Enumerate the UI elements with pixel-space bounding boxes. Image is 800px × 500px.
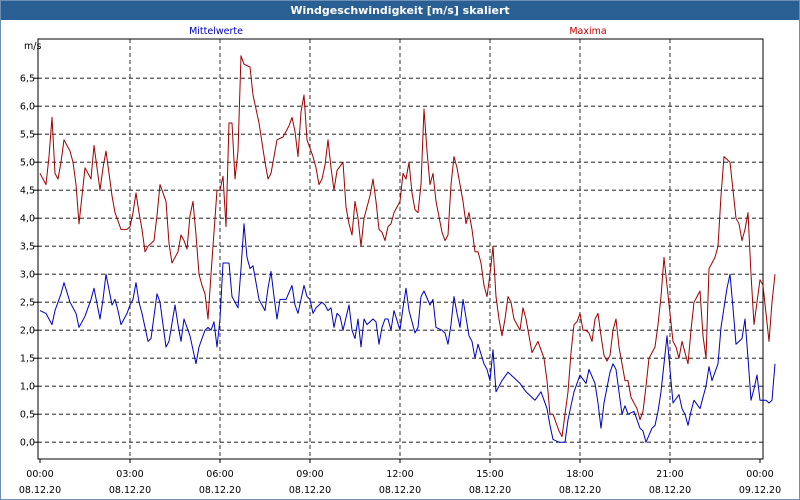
x-tick-time: 18:00 bbox=[566, 469, 593, 480]
x-tick-date: 08.12.20 bbox=[289, 485, 331, 496]
x-tick-time: 06:00 bbox=[206, 469, 233, 480]
x-tick-time: 00:00 bbox=[26, 469, 53, 480]
x-tick-date: 08.12.20 bbox=[109, 485, 151, 496]
y-tick-label: 3,0 bbox=[20, 270, 35, 281]
x-tick-date: 08.12.20 bbox=[649, 485, 691, 496]
x-tick-time: 03:00 bbox=[116, 469, 143, 480]
y-axis-unit: m/s bbox=[24, 41, 41, 52]
legend-mittelwerte: Mittelwerte bbox=[189, 26, 243, 37]
y-tick-label: 4,5 bbox=[20, 186, 35, 197]
grid-lines bbox=[38, 39, 763, 459]
y-tick-label: 0,5 bbox=[20, 410, 35, 421]
x-tick-date: 08.12.20 bbox=[379, 485, 421, 496]
plot-frame bbox=[37, 38, 764, 460]
y-tick-label: 0,0 bbox=[20, 438, 35, 449]
legend-maxima: Maxima bbox=[569, 26, 606, 37]
x-tick-time: 09:00 bbox=[296, 469, 323, 480]
y-tick-label: 1,0 bbox=[20, 382, 35, 393]
y-tick-label: 2,5 bbox=[20, 298, 35, 309]
x-tick-time: 00:00 bbox=[746, 469, 773, 480]
x-tick-time: 21:00 bbox=[656, 469, 683, 480]
x-tick-date: 09.12.20 bbox=[739, 485, 781, 496]
y-tick-label: 1,5 bbox=[20, 354, 35, 365]
series-lines bbox=[39, 55, 776, 443]
x-tick-time: 15:00 bbox=[476, 469, 503, 480]
y-axis-ticks: 0,0 0,5 1,0 1,5 2,0 2,5 3,0 3,5 4,0 4,5 5,0 5,5 6,0 6… bbox=[20, 74, 38, 449]
x-tick-date: 08.12.20 bbox=[469, 485, 511, 496]
series-line-maxima bbox=[39, 55, 776, 438]
y-tick-label: 6,0 bbox=[20, 102, 35, 113]
y-tick-label: 5,5 bbox=[20, 130, 35, 141]
x-tick-date: 08.12.20 bbox=[199, 485, 241, 496]
series-line-mittelwerte bbox=[39, 223, 776, 443]
y-tick-label: 4,0 bbox=[20, 214, 35, 225]
x-tick-date: 08.12.20 bbox=[19, 485, 61, 496]
y-tick-label: 6,5 bbox=[20, 74, 35, 85]
x-tick-time: 12:00 bbox=[386, 469, 413, 480]
y-tick-label: 5,0 bbox=[20, 158, 35, 169]
x-axis-ticks: 00:00 08.12.20 03:00 08.12.20 06:00 08.12.20 0… bbox=[19, 459, 781, 496]
window-title: Windgeschwindigkeit [m/s] skaliert bbox=[1, 1, 799, 20]
y-tick-label: 2,0 bbox=[20, 326, 35, 337]
y-tick-label: 3,5 bbox=[20, 242, 35, 253]
x-tick-date: 08.12.20 bbox=[559, 485, 601, 496]
